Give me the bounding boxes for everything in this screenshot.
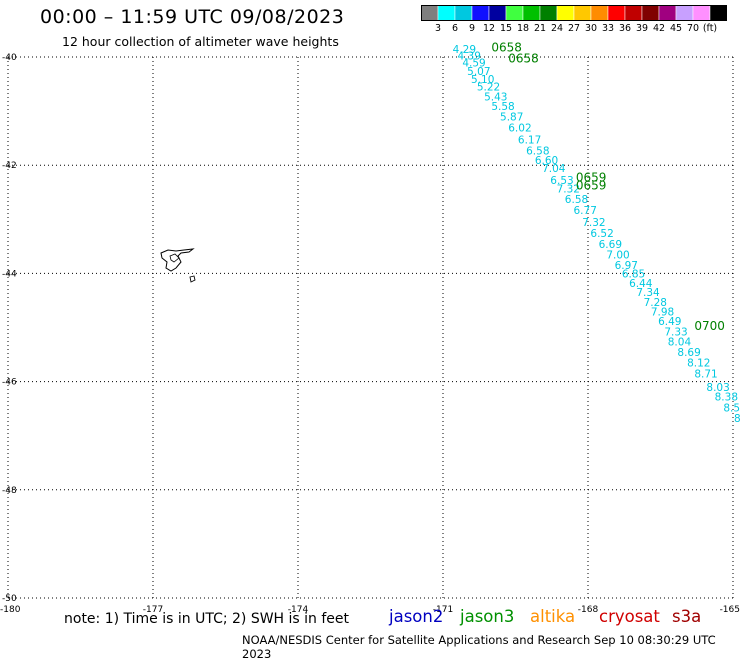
wave-height-value: 5.07 <box>467 66 490 78</box>
wave-height-value: 6.77 <box>574 205 597 217</box>
wave-height-value: 6.49 <box>658 316 681 328</box>
wave-height-value: 7.34 <box>636 287 660 299</box>
wave-height-value: 6.02 <box>508 123 531 135</box>
wave-height-value: 8.71 <box>694 368 717 380</box>
wave-height-value: 7.28 <box>644 297 667 309</box>
time-label: 0658 <box>508 51 539 65</box>
islet-outline <box>189 275 196 283</box>
wave-height-value: 5.22 <box>477 82 500 94</box>
time-label: 0658 <box>491 41 522 55</box>
colorbar-label: 27 <box>568 23 580 33</box>
wave-height-value: 7.98 <box>651 307 674 319</box>
wave-height-value: 6.97 <box>615 260 638 272</box>
page-subtitle: 12 hour collection of altimeter wave hei… <box>62 34 339 49</box>
wave-height-value: 7.32 <box>582 217 605 229</box>
wave-height-value: 7.32 <box>557 183 580 195</box>
latitude-label: -50 <box>2 594 17 604</box>
colorbar-label: 36 <box>619 23 631 33</box>
colorbar-label: 39 <box>636 23 648 33</box>
wave-height-value: 5.43 <box>484 91 507 103</box>
longitude-label: -180 <box>0 605 21 615</box>
colorbar-label: 24 <box>551 23 563 33</box>
wave-height-value: 7.04 <box>542 163 566 175</box>
page-title: 00:00 – 11:59 UTC 09/08/2023 <box>40 6 345 28</box>
satellite-label-jason3: jason3 <box>460 607 515 626</box>
colorbar-label: 12 <box>483 23 495 33</box>
wave-height-value: 8.12 <box>687 357 710 369</box>
chatham-islands-coastline <box>160 248 196 283</box>
colorbar-label: 3 <box>435 23 441 33</box>
colorbar-label: (ft) <box>703 23 717 33</box>
wave-height-value: 8.03 <box>706 382 729 394</box>
colorbar-label: 15 <box>500 23 512 33</box>
longitude-label: -168 <box>578 605 599 615</box>
colorbar-label: 9 <box>469 23 475 33</box>
satellite-label-s3a: s3a <box>672 607 702 626</box>
satellite-label-cryosat: cryosat <box>599 607 660 626</box>
latitude-label: -48 <box>2 486 17 496</box>
longitude-label: -171 <box>433 605 453 615</box>
satellite-label-jason2: jason2 <box>389 607 444 626</box>
wave-height-value: 6.58 <box>565 194 588 206</box>
colorbar-label: 18 <box>517 23 529 33</box>
colorbar-label: 21 <box>534 23 546 33</box>
note-text: note: 1) Time is in UTC; 2) SWH is in fe… <box>64 611 350 627</box>
wave-height-value: 5.10 <box>471 74 494 86</box>
color-scale-legend: 3 6 9 12 15 18 21 24 27 30 33 36 39 42 45 70 (ft) <box>421 5 728 33</box>
latitude-label: -40 <box>2 53 17 63</box>
wave-height-value: 8.04 <box>668 336 692 348</box>
wave-height-value: 6.17 <box>518 135 541 147</box>
satellite-label-altika: altika <box>530 607 576 626</box>
altimeter-track: 4.294.394.595.075.105.225.435.585.876.02… <box>453 41 740 426</box>
wave-height-value: 7.33 <box>664 327 687 339</box>
wave-height-value: 8.38 <box>715 392 738 404</box>
wave-height-value: 8.82 <box>734 413 740 425</box>
wave-height-value: 6.69 <box>599 239 622 251</box>
wave-height-value: 6.52 <box>590 228 613 240</box>
footer-credit: NOAA/NESDIS Center for Satellite Applica… <box>242 633 716 661</box>
time-label: 0700 <box>694 319 725 333</box>
wave-height-value: 6.58 <box>526 145 549 157</box>
colorbar-label: 30 <box>585 23 597 33</box>
wave-height-value: 8.69 <box>677 347 700 359</box>
wave-height-value: 4.39 <box>458 51 481 63</box>
time-label: 0659 <box>576 170 607 184</box>
colorbar-label: 33 <box>602 23 614 33</box>
colorbar-label: 70 <box>687 23 699 33</box>
colorbar-label: 45 <box>670 23 682 33</box>
colorbar-label: 6 <box>452 23 458 33</box>
island-detail <box>169 253 180 263</box>
island-outline <box>160 248 195 272</box>
wave-height-value: 4.29 <box>453 44 476 56</box>
colorbar-frame <box>421 5 727 21</box>
wave-height-value: 7.00 <box>606 249 629 261</box>
colorbar-label: 42 <box>653 23 665 33</box>
longitude-label: -174 <box>288 605 309 615</box>
wave-height-value: 6.60 <box>535 155 558 167</box>
time-label: 0659 <box>576 179 607 193</box>
longitude-label: -177 <box>143 605 163 615</box>
wave-height-value: 4.59 <box>462 58 485 70</box>
map-grid: -40 -42 -44 -46 -48 -50-180 -177 -174 -171 -168 -1… <box>0 53 740 615</box>
wave-height-value: 8.58 <box>723 402 740 414</box>
latitude-label: -46 <box>2 378 17 388</box>
longitude-label: -165 <box>720 605 740 615</box>
latitude-label: -44 <box>2 269 17 279</box>
wave-height-value: 5.87 <box>500 111 523 123</box>
wave-height-value: 6.44 <box>629 278 653 290</box>
wave-height-value: 5.58 <box>491 101 514 113</box>
latitude-label: -42 <box>2 161 17 171</box>
wave-height-value: 6.53 <box>550 175 573 187</box>
wave-height-value: 6.85 <box>622 269 645 281</box>
